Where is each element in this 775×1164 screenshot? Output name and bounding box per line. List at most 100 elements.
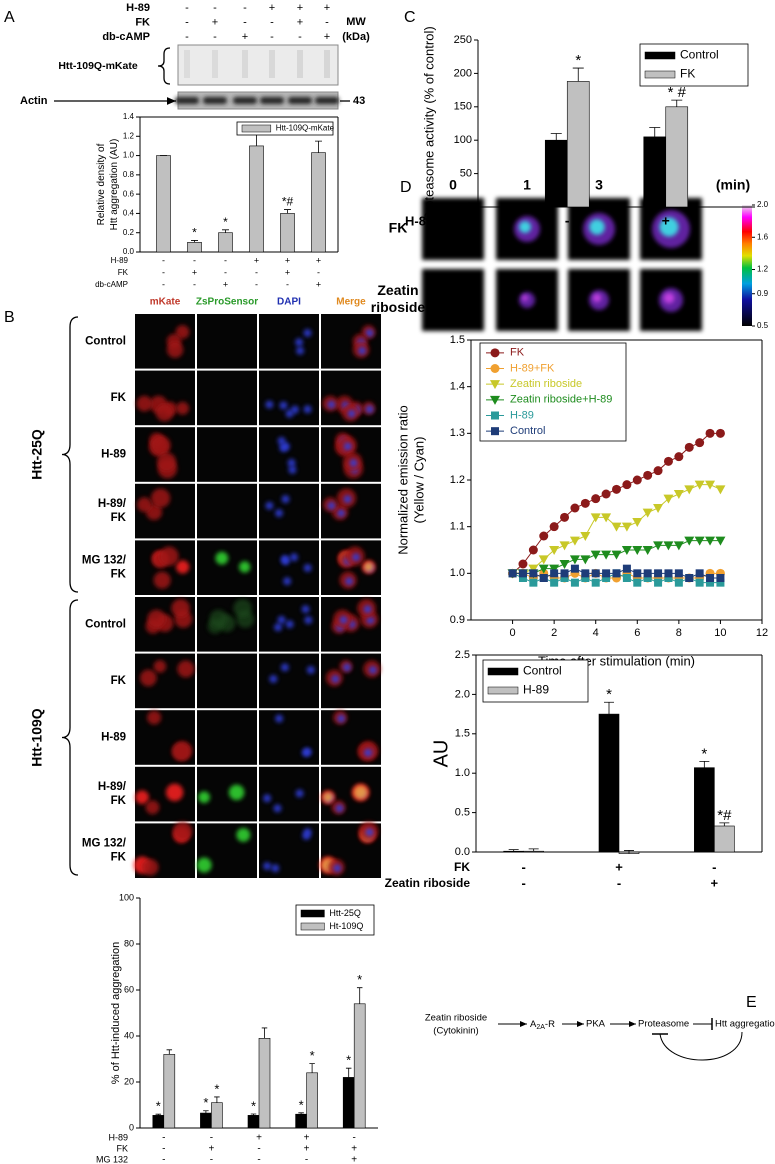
y-tick-label: 1.0 (450, 567, 465, 579)
error-bar (155, 1113, 162, 1116)
condition-label: FK (135, 16, 150, 28)
nucleus (331, 674, 340, 683)
y-axis-label: Htt aggregation (AU) (109, 139, 120, 231)
y-axis-label: Normalized emission ratio (395, 405, 410, 555)
pathway-node-part: A (530, 1019, 537, 1030)
y-tick-label: 0.8 (123, 170, 135, 179)
nucleus (295, 789, 304, 798)
condition-sign: + (711, 875, 719, 890)
micrograph (321, 427, 381, 482)
nucleus (288, 465, 297, 474)
cell (196, 857, 212, 873)
y-tick-label: 0.0 (123, 247, 135, 256)
blot-lane (269, 50, 275, 78)
data-point (549, 522, 559, 532)
annotation: * (156, 1099, 161, 1114)
micrograph (135, 370, 195, 426)
cell (171, 598, 190, 618)
annotation: *# (282, 195, 294, 209)
condition-sign: - (162, 255, 165, 265)
data-point (654, 578, 663, 587)
micrograph (197, 710, 257, 765)
column-header: ZsProSensor (196, 297, 258, 308)
y-tick-label: 100 (119, 892, 134, 902)
legend-swatch (644, 70, 676, 79)
condition-sign: - (193, 279, 196, 289)
legend-swatch (487, 686, 519, 695)
micrograph-bg (197, 483, 257, 539)
x-tick-label: 2 (551, 627, 557, 639)
data-point (705, 428, 715, 438)
bar (295, 1113, 307, 1129)
condition-sign: - (243, 16, 247, 28)
data-point (663, 494, 674, 504)
cell (159, 546, 179, 566)
annotation: * (575, 52, 581, 69)
mw-value: 43 (353, 95, 365, 107)
y-tick-label: 0.2 (123, 228, 135, 237)
data-point (653, 541, 664, 551)
condition-sign: + (324, 2, 330, 14)
data-point (642, 546, 653, 555)
error-bar (166, 1049, 173, 1055)
data-point (590, 550, 601, 560)
micrograph-bg (259, 653, 319, 709)
legend-swatch (490, 348, 500, 358)
condition-label: Zeatin riboside (385, 876, 471, 890)
data-point (653, 504, 664, 513)
data-point (560, 569, 569, 578)
nucleus (327, 400, 336, 409)
y-axis-label: Proteasome activity (% of control) (421, 26, 436, 220)
error-bar (699, 760, 710, 768)
cell (198, 791, 210, 804)
micrograph (259, 540, 319, 595)
micrograph (319, 821, 381, 878)
nucleus (280, 663, 289, 672)
data-point (601, 550, 612, 560)
y-tick-label: 1.0 (123, 151, 135, 160)
data-point (602, 574, 611, 582)
data-point (673, 541, 684, 551)
data-point (695, 578, 704, 587)
condition-sign: - (185, 31, 189, 43)
x-tick-label: 8 (676, 627, 682, 639)
micrograph (135, 540, 195, 595)
data-point (518, 559, 528, 569)
row-label: H-89/ (98, 781, 127, 793)
condition-sign: + (351, 1155, 357, 1164)
condition-sign: + (615, 859, 623, 874)
data-point (590, 513, 601, 523)
micrograph (135, 766, 195, 822)
y-tick-label: 200 (454, 67, 472, 79)
legend-swatch (300, 922, 325, 931)
data-point (549, 564, 560, 574)
error-bar (550, 133, 562, 141)
condition-label: db-cAMP (102, 31, 150, 43)
data-point (643, 470, 653, 480)
condition-sign: - (162, 1144, 165, 1155)
condition-label: FK (118, 268, 129, 277)
y-tick-label: 0.5 (455, 807, 470, 819)
micrograph-bg (321, 314, 381, 369)
data-point (601, 489, 611, 499)
condition-sign: + (351, 1144, 357, 1155)
x-tick-label: 10 (714, 627, 726, 639)
y-tick-label: 60 (124, 984, 134, 994)
cell (155, 403, 174, 422)
blot-lane (324, 50, 330, 78)
condition-sign: - (286, 279, 289, 289)
error-bar (261, 1027, 268, 1039)
annotation: * (223, 215, 228, 229)
data-point (632, 518, 643, 527)
micrograph (321, 483, 381, 539)
legend-swatch (491, 427, 499, 436)
legend (482, 659, 589, 703)
cell (142, 858, 159, 876)
condition-sign: - (617, 875, 621, 890)
y-tick-label: 150 (454, 101, 472, 113)
pathway-node-part: 2A (536, 1024, 545, 1031)
error-bar (508, 849, 519, 852)
nucleus (263, 862, 272, 871)
fret-signal (522, 295, 528, 301)
row-label: FK (111, 569, 127, 581)
